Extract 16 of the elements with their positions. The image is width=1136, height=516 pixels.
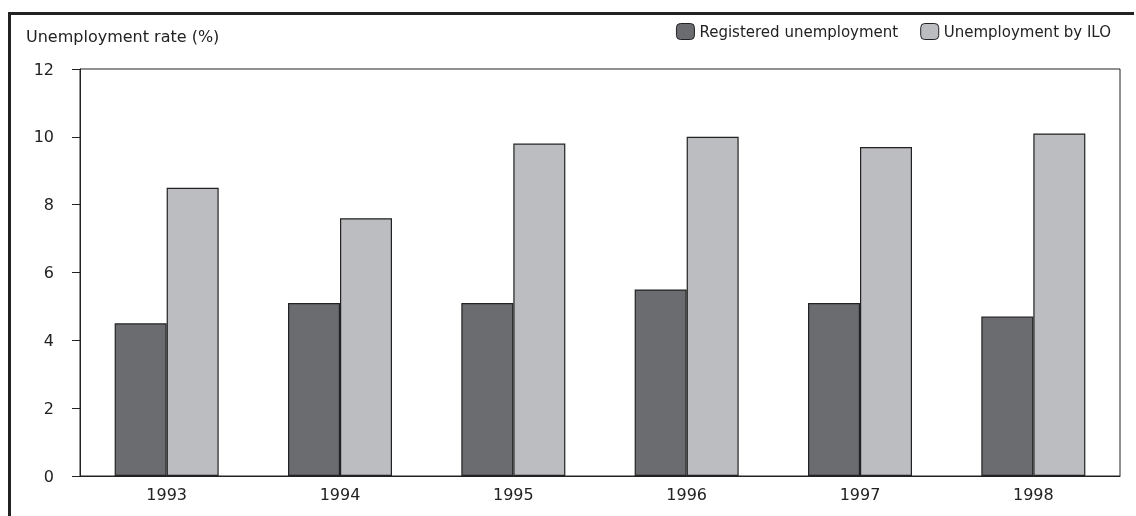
y-tick-label: 2 [43,398,54,418]
y-tick-label: 6 [43,263,54,282]
x-tick-label: 1997 [839,484,881,504]
y-tick-label: 10 [33,127,54,147]
x-tick-label: 1996 [666,484,708,504]
y-tick-label: 4 [43,330,54,350]
y-axis-title: Unemployment rate (%) [26,26,220,46]
x-tick-label: 1993 [146,484,188,504]
x-tick-label: 1994 [319,484,361,504]
x-tick-label: 1995 [492,484,534,504]
y-tick-label: 0 [43,466,54,486]
legend-label: Unemployment by ILO [943,22,1112,41]
legend-label: Registered unemployment [699,22,899,41]
y-tick-label: 8 [43,195,54,215]
x-tick-label: 1998 [1012,484,1054,504]
y-tick-label: 12 [33,59,54,79]
